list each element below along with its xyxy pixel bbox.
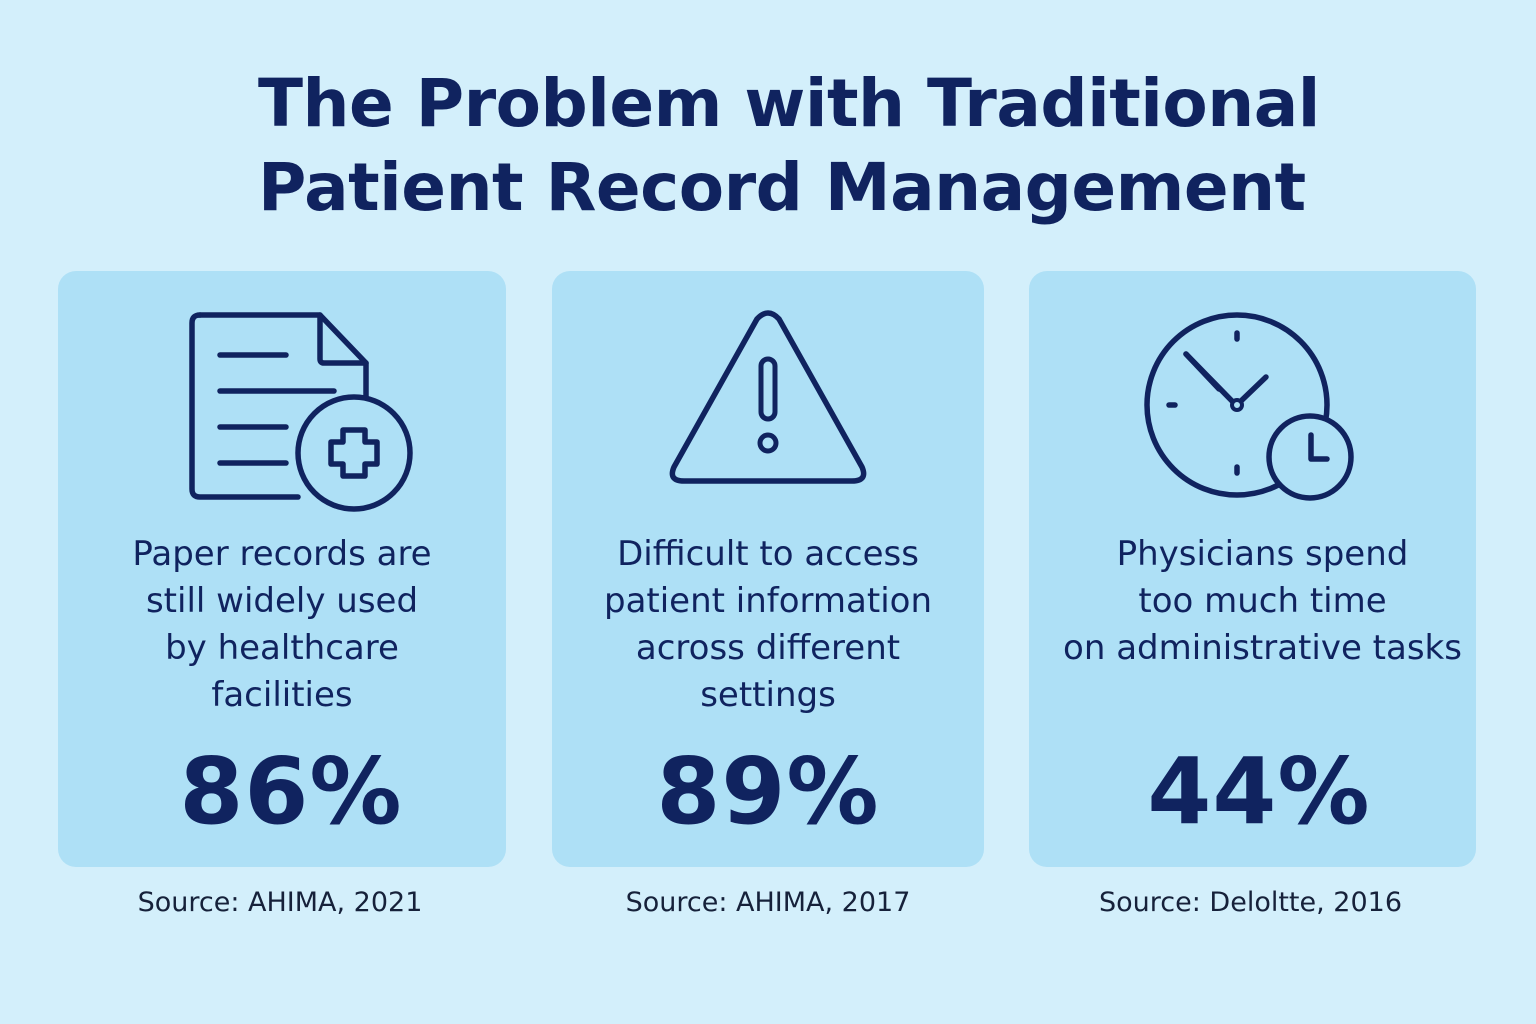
card-description: Difficult to access patient information …: [552, 531, 984, 719]
source-citation: Source: AHIMA, 2021: [137, 887, 423, 918]
desc-line: facilities: [211, 675, 353, 715]
title-line-2: Patient Record Management: [258, 149, 1306, 226]
desc-line: Difficult to access: [617, 534, 919, 574]
desc-line: across different: [635, 628, 901, 668]
warning-icon: [669, 310, 867, 484]
desc-line: Paper records are: [132, 534, 432, 574]
card-description: Physicians spend too much time on admini…: [1039, 531, 1486, 672]
desc-line: too much time: [1138, 581, 1387, 621]
source-citation: Source: Deloltte, 2016: [1099, 887, 1402, 918]
stat-card-admin-time: Physicians spend too much time on admini…: [1029, 271, 1476, 867]
stat-card-paper-records: Paper records are still widely used by h…: [58, 271, 506, 867]
stat-card-access: Difficult to access patient information …: [552, 271, 984, 867]
desc-line: Physicians spend: [1116, 534, 1409, 574]
desc-line: on administrative tasks: [1063, 628, 1462, 668]
stat-value-paper-records: 86%: [179, 738, 403, 845]
source-citation: Source: AHIMA, 2017: [625, 887, 911, 918]
desc-line: patient information: [603, 581, 933, 621]
title-line-1: The Problem with Traditional: [258, 65, 1320, 142]
stat-value-admin-time: 44%: [1147, 738, 1371, 845]
card-description: Paper records are still widely used by h…: [58, 531, 506, 719]
desc-line: by healthcare: [165, 628, 399, 668]
desc-line: still widely used: [145, 581, 419, 621]
stat-value-access: 89%: [656, 738, 880, 845]
clock-icon: [1144, 312, 1354, 501]
page-title: The Problem with Traditional Patient Rec…: [258, 62, 1358, 230]
desc-line: settings: [700, 675, 836, 715]
document-medical-icon: [189, 312, 413, 512]
